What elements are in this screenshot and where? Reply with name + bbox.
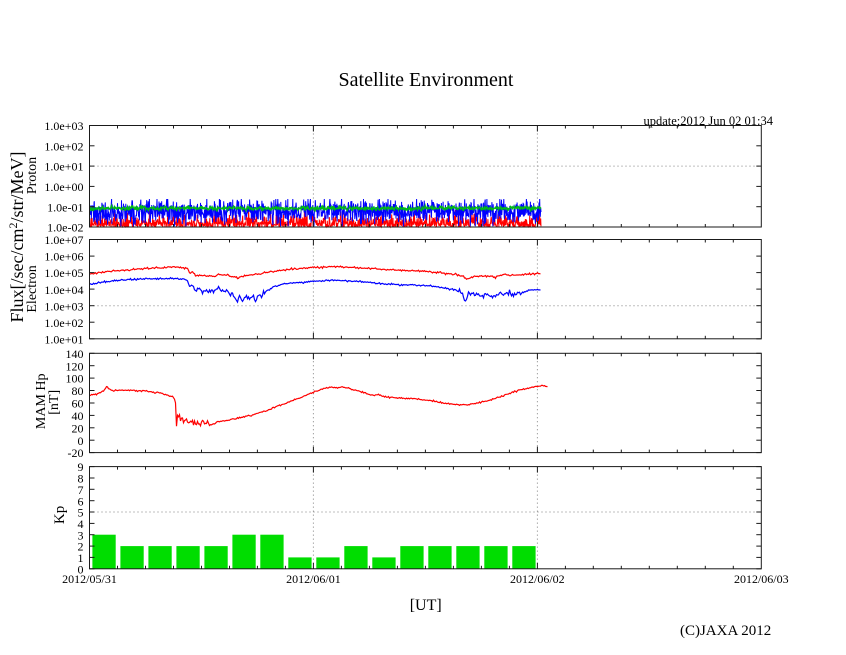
svg-text:Proton: Proton — [25, 157, 40, 194]
svg-text:6: 6 — [78, 494, 84, 508]
svg-text:1.0e-02: 1.0e-02 — [47, 221, 83, 235]
svg-text:Kp: Kp — [52, 506, 68, 524]
svg-text:9: 9 — [78, 460, 84, 474]
svg-text:1.0e+06: 1.0e+06 — [44, 250, 83, 264]
svg-text:1.0e+02: 1.0e+02 — [44, 139, 83, 153]
svg-text:120: 120 — [66, 359, 84, 373]
svg-text:1.0e+03: 1.0e+03 — [44, 119, 83, 133]
svg-text:2: 2 — [78, 540, 84, 554]
svg-text:1.0e+01: 1.0e+01 — [44, 332, 83, 346]
svg-text:60: 60 — [72, 397, 84, 411]
svg-text:Satellite Environment: Satellite Environment — [339, 69, 514, 91]
svg-text:Flux[/sec/cm2/str/MeV]: Flux[/sec/cm2/str/MeV] — [6, 152, 27, 323]
svg-text:-20: -20 — [68, 446, 84, 460]
svg-text:2012/06/03: 2012/06/03 — [734, 572, 789, 586]
svg-text:7: 7 — [78, 483, 84, 497]
svg-text:2012/06/02: 2012/06/02 — [510, 572, 565, 586]
svg-text:0: 0 — [78, 562, 84, 576]
svg-text:8: 8 — [78, 472, 84, 486]
svg-text:1.0e+04: 1.0e+04 — [44, 283, 83, 297]
svg-text:100: 100 — [66, 372, 84, 386]
svg-text:1.0e-01: 1.0e-01 — [47, 200, 83, 214]
svg-text:[UT]: [UT] — [410, 597, 442, 614]
svg-text:1.0e+01: 1.0e+01 — [44, 160, 83, 174]
svg-text:2012/05/31: 2012/05/31 — [62, 572, 117, 586]
svg-text:20: 20 — [72, 421, 84, 435]
svg-text:80: 80 — [72, 384, 84, 398]
svg-text:0: 0 — [78, 434, 84, 448]
svg-text:4: 4 — [78, 517, 84, 531]
svg-text:[nT]: [nT] — [47, 390, 62, 415]
svg-text:3: 3 — [78, 528, 84, 542]
svg-text:1.0e+03: 1.0e+03 — [44, 299, 83, 313]
svg-text:1: 1 — [78, 551, 84, 565]
svg-text:1.0e+02: 1.0e+02 — [44, 316, 83, 330]
svg-text:40: 40 — [72, 409, 84, 423]
svg-text:1.0e+07: 1.0e+07 — [44, 233, 83, 247]
svg-text:update;2012 Jun 02 01:34: update;2012 Jun 02 01:34 — [643, 114, 773, 128]
svg-text:5: 5 — [78, 506, 84, 520]
svg-text:(C)JAXA 2012: (C)JAXA 2012 — [680, 623, 771, 639]
svg-text:2012/06/01: 2012/06/01 — [286, 572, 341, 586]
svg-text:1.0e+05: 1.0e+05 — [44, 266, 83, 280]
svg-text:140: 140 — [66, 347, 84, 361]
svg-text:MAM Hp: MAM Hp — [34, 373, 49, 429]
svg-text:Electron: Electron — [25, 265, 40, 312]
svg-text:1.0e+00: 1.0e+00 — [44, 180, 83, 194]
